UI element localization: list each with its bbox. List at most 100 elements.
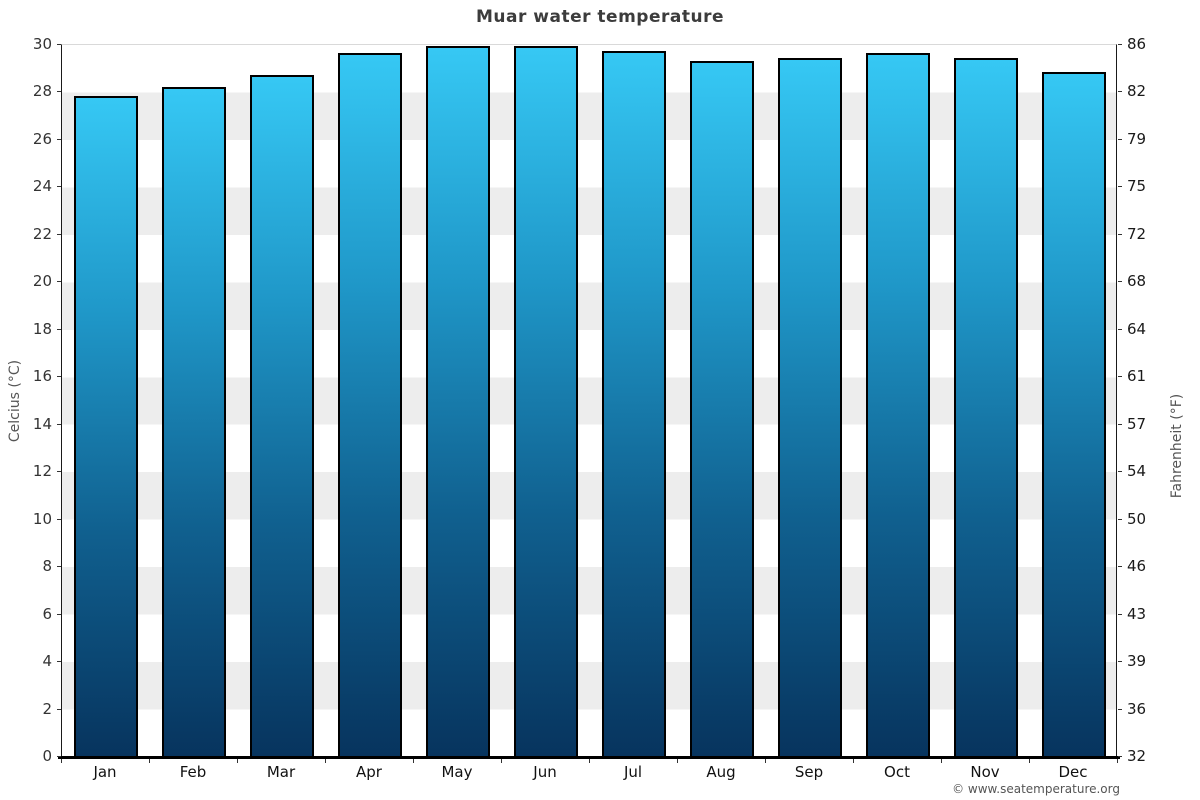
bar-jan: [74, 96, 138, 756]
y-tick-label-celsius: 22: [32, 224, 52, 243]
x-tick-mark: [765, 759, 766, 763]
bar-mar: [250, 75, 314, 756]
y-tick-label-celsius: 14: [32, 414, 52, 433]
y-tick-mark-right: [1118, 518, 1122, 520]
y-tick-label-celsius: 2: [42, 699, 52, 718]
y-tick-label-fahrenheit: 86: [1127, 35, 1147, 53]
y-tick-label-celsius: 8: [42, 557, 52, 576]
bar-feb: [162, 87, 226, 756]
y-tick-label-fahrenheit: 46: [1127, 557, 1147, 576]
x-tick-mark: [1029, 759, 1030, 763]
x-axis-label-nov: Nov: [970, 763, 1000, 781]
y-tick-label-celsius: 6: [42, 604, 52, 623]
y-tick-label-celsius: 10: [32, 509, 52, 528]
y-tick-label-fahrenheit: 39: [1127, 652, 1147, 671]
y-tick-mark-right: [1118, 756, 1122, 757]
x-axis-line: [58, 756, 1120, 759]
x-tick-mark: [941, 759, 942, 763]
y-tick-label-fahrenheit: 43: [1127, 604, 1147, 623]
bar-nov: [954, 58, 1018, 756]
x-tick-mark: [325, 759, 326, 763]
x-tick-mark: [149, 759, 150, 763]
y-tick-mark-right: [1118, 91, 1122, 93]
y-tick-mark-right: [1118, 44, 1122, 45]
x-axis-label-aug: Aug: [706, 763, 736, 781]
bar-sep: [778, 58, 842, 756]
y-tick-mark-right: [1118, 708, 1122, 710]
y-tick-label-fahrenheit: 68: [1127, 272, 1147, 291]
y-tick-mark-left: [57, 423, 61, 425]
x-axis-label-mar: Mar: [266, 763, 296, 781]
x-tick-mark: [413, 759, 414, 763]
x-tick-mark: [501, 759, 502, 763]
y-tick-mark-right: [1118, 423, 1122, 425]
y-tick-mark-left: [57, 613, 61, 615]
y-tick-mark-left: [57, 186, 61, 188]
y-tick-label-fahrenheit: 32: [1127, 747, 1147, 765]
x-tick-mark: [1117, 759, 1118, 763]
bar-dec: [1042, 72, 1106, 756]
y-tick-label-fahrenheit: 54: [1127, 462, 1147, 481]
y-tick-mark-right: [1118, 566, 1122, 568]
x-axis-label-jun: Jun: [533, 763, 557, 781]
y-tick-mark-left: [57, 471, 61, 473]
y-tick-label-celsius: 20: [32, 272, 52, 291]
y-tick-mark-right: [1118, 138, 1122, 140]
x-axis-label-sep: Sep: [794, 763, 824, 781]
x-tick-mark: [853, 759, 854, 763]
bar-apr: [338, 53, 402, 756]
y-tick-label-celsius: 0: [42, 747, 52, 765]
y-tick-mark-right: [1118, 661, 1122, 663]
y-tick-mark-right: [1118, 376, 1122, 378]
y-tick-label-celsius: 28: [32, 82, 52, 101]
y-tick-label-fahrenheit: 64: [1127, 319, 1147, 338]
y-tick-label-fahrenheit: 79: [1127, 129, 1147, 148]
y-tick-label-celsius: 12: [32, 462, 52, 481]
y-tick-label-celsius: 18: [32, 319, 52, 338]
y-tick-mark-left: [57, 518, 61, 520]
y-tick-mark-left: [57, 281, 61, 283]
y-tick-mark-left: [57, 138, 61, 140]
x-axis-label-may: May: [441, 763, 473, 781]
x-tick-mark: [677, 759, 678, 763]
y-tick-mark-left: [57, 233, 61, 235]
plot-area: [61, 44, 1117, 756]
x-axis-label-feb: Feb: [179, 763, 207, 781]
y-tick-label-fahrenheit: 50: [1127, 509, 1147, 528]
chart-title: Muar water temperature: [476, 7, 724, 27]
y-tick-label-celsius: 26: [32, 129, 52, 148]
y-tick-mark-left: [57, 376, 61, 378]
x-axis-label-oct: Oct: [884, 763, 910, 781]
y-tick-mark-left: [57, 44, 61, 45]
fahrenheit-axis-title: Fahrenheit (°F): [1169, 393, 1185, 499]
y-tick-mark-right: [1118, 471, 1122, 473]
y-tick-mark-left: [57, 566, 61, 568]
y-tick-mark-right: [1118, 233, 1122, 235]
y-tick-mark-left: [57, 91, 61, 93]
y-tick-mark-left: [57, 708, 61, 710]
bar-may: [426, 46, 490, 756]
y-tick-mark-right: [1118, 328, 1122, 330]
x-axis-label-dec: Dec: [1058, 763, 1088, 781]
x-axis-label-apr: Apr: [356, 763, 382, 781]
y-tick-label-fahrenheit: 75: [1127, 177, 1147, 196]
y-tick-label-fahrenheit: 72: [1127, 224, 1147, 243]
x-tick-mark: [237, 759, 238, 763]
y-tick-mark-left: [57, 756, 61, 757]
y-tick-label-fahrenheit: 36: [1127, 699, 1147, 718]
y-tick-label-celsius: 4: [42, 652, 52, 671]
y-tick-label-fahrenheit: 82: [1127, 82, 1147, 101]
y-tick-label-celsius: 24: [32, 177, 52, 196]
x-tick-mark: [589, 759, 590, 763]
celsius-axis-title: Celcius (°C): [7, 359, 23, 443]
y-tick-mark-right: [1118, 613, 1122, 615]
y-tick-label-fahrenheit: 57: [1127, 414, 1147, 433]
x-axis-label-jan: Jan: [93, 763, 117, 781]
bar-oct: [866, 53, 930, 756]
x-axis-label-jul: Jul: [623, 763, 643, 781]
y-tick-mark-right: [1118, 186, 1122, 188]
y-tick-mark-left: [57, 328, 61, 330]
y-tick-mark-left: [57, 661, 61, 663]
y-tick-label-celsius: 16: [32, 367, 52, 386]
